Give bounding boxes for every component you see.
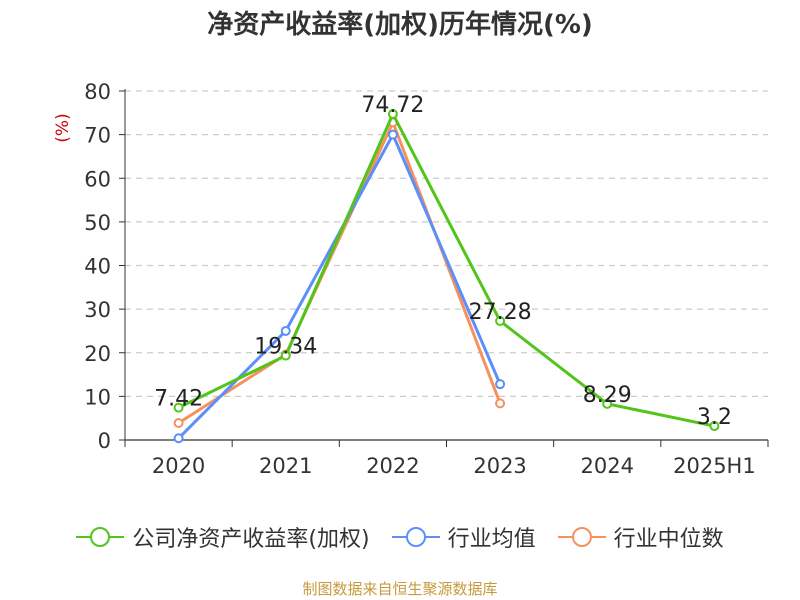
data-point-s1-2 — [387, 129, 398, 140]
data-point-s1-0 — [173, 433, 184, 444]
data-label-0: 7.42 — [154, 387, 203, 412]
legend-marker-company — [76, 527, 125, 547]
data-point-s2-3 — [495, 398, 506, 409]
data-point-s1-3 — [495, 379, 506, 390]
chart-legend: 公司净资产收益率(加权) 行业均值 行业中位数 — [0, 517, 800, 557]
data-label-5: 3.2 — [697, 405, 732, 430]
legend-item-industry-median[interactable]: 行业中位数 — [557, 521, 724, 553]
data-label-1: 19.34 — [254, 335, 317, 360]
data-label-3: 27.28 — [469, 300, 532, 325]
data-point-s0-1 — [280, 350, 291, 361]
data-point-s2-0 — [173, 417, 184, 428]
y-tick-label-2: 20 — [84, 342, 111, 366]
legend-item-industry-mean[interactable]: 行业均值 — [391, 521, 536, 553]
x-tick-label-1: 2021 — [259, 454, 312, 478]
legend-marker-industry-median — [557, 527, 606, 547]
y-tick-label-5: 50 — [84, 211, 111, 235]
x-tick-label-3: 2023 — [473, 454, 526, 478]
x-tick-label-4: 2024 — [581, 454, 634, 478]
data-point-s0-3 — [495, 315, 506, 326]
legend-marker-industry-mean — [391, 527, 440, 547]
data-point-s0-0 — [173, 402, 184, 413]
legend-label-industry-mean: 行业均值 — [447, 527, 536, 552]
data-label-2: 74.72 — [361, 93, 424, 118]
series-line-0 — [177, 112, 715, 428]
y-axis-label: (%) — [53, 113, 73, 142]
y-tick-label-4: 40 — [84, 255, 111, 279]
y-tick-label-0: 0 — [98, 429, 111, 453]
data-point-s1-1 — [280, 325, 291, 336]
x-tick-label-2: 2022 — [366, 454, 419, 478]
data-point-s0-5 — [709, 421, 720, 432]
data-point-s0-2 — [387, 109, 398, 120]
y-tick-label-7: 70 — [84, 124, 111, 148]
y-tick-label-6: 60 — [84, 167, 111, 191]
x-tick-label-5: 2025H1 — [673, 454, 756, 478]
data-label-4: 8.29 — [583, 383, 632, 408]
legend-item-company[interactable]: 公司净资产收益率(加权) — [76, 521, 370, 553]
y-tick-label-1: 10 — [84, 385, 111, 409]
legend-label-company: 公司净资产收益率(加权) — [132, 527, 370, 552]
y-tick-label-8: 80 — [84, 80, 111, 104]
legend-label-industry-median: 行业中位数 — [613, 527, 724, 552]
data-point-s0-4 — [602, 398, 613, 409]
y-tick-label-3: 30 — [84, 298, 111, 322]
data-source-note: 制图数据来自恒生聚源数据库 — [302, 580, 498, 598]
x-tick-label-0: 2020 — [152, 454, 205, 478]
chart-title: 净资产收益率(加权)历年情况(%) — [207, 10, 593, 40]
